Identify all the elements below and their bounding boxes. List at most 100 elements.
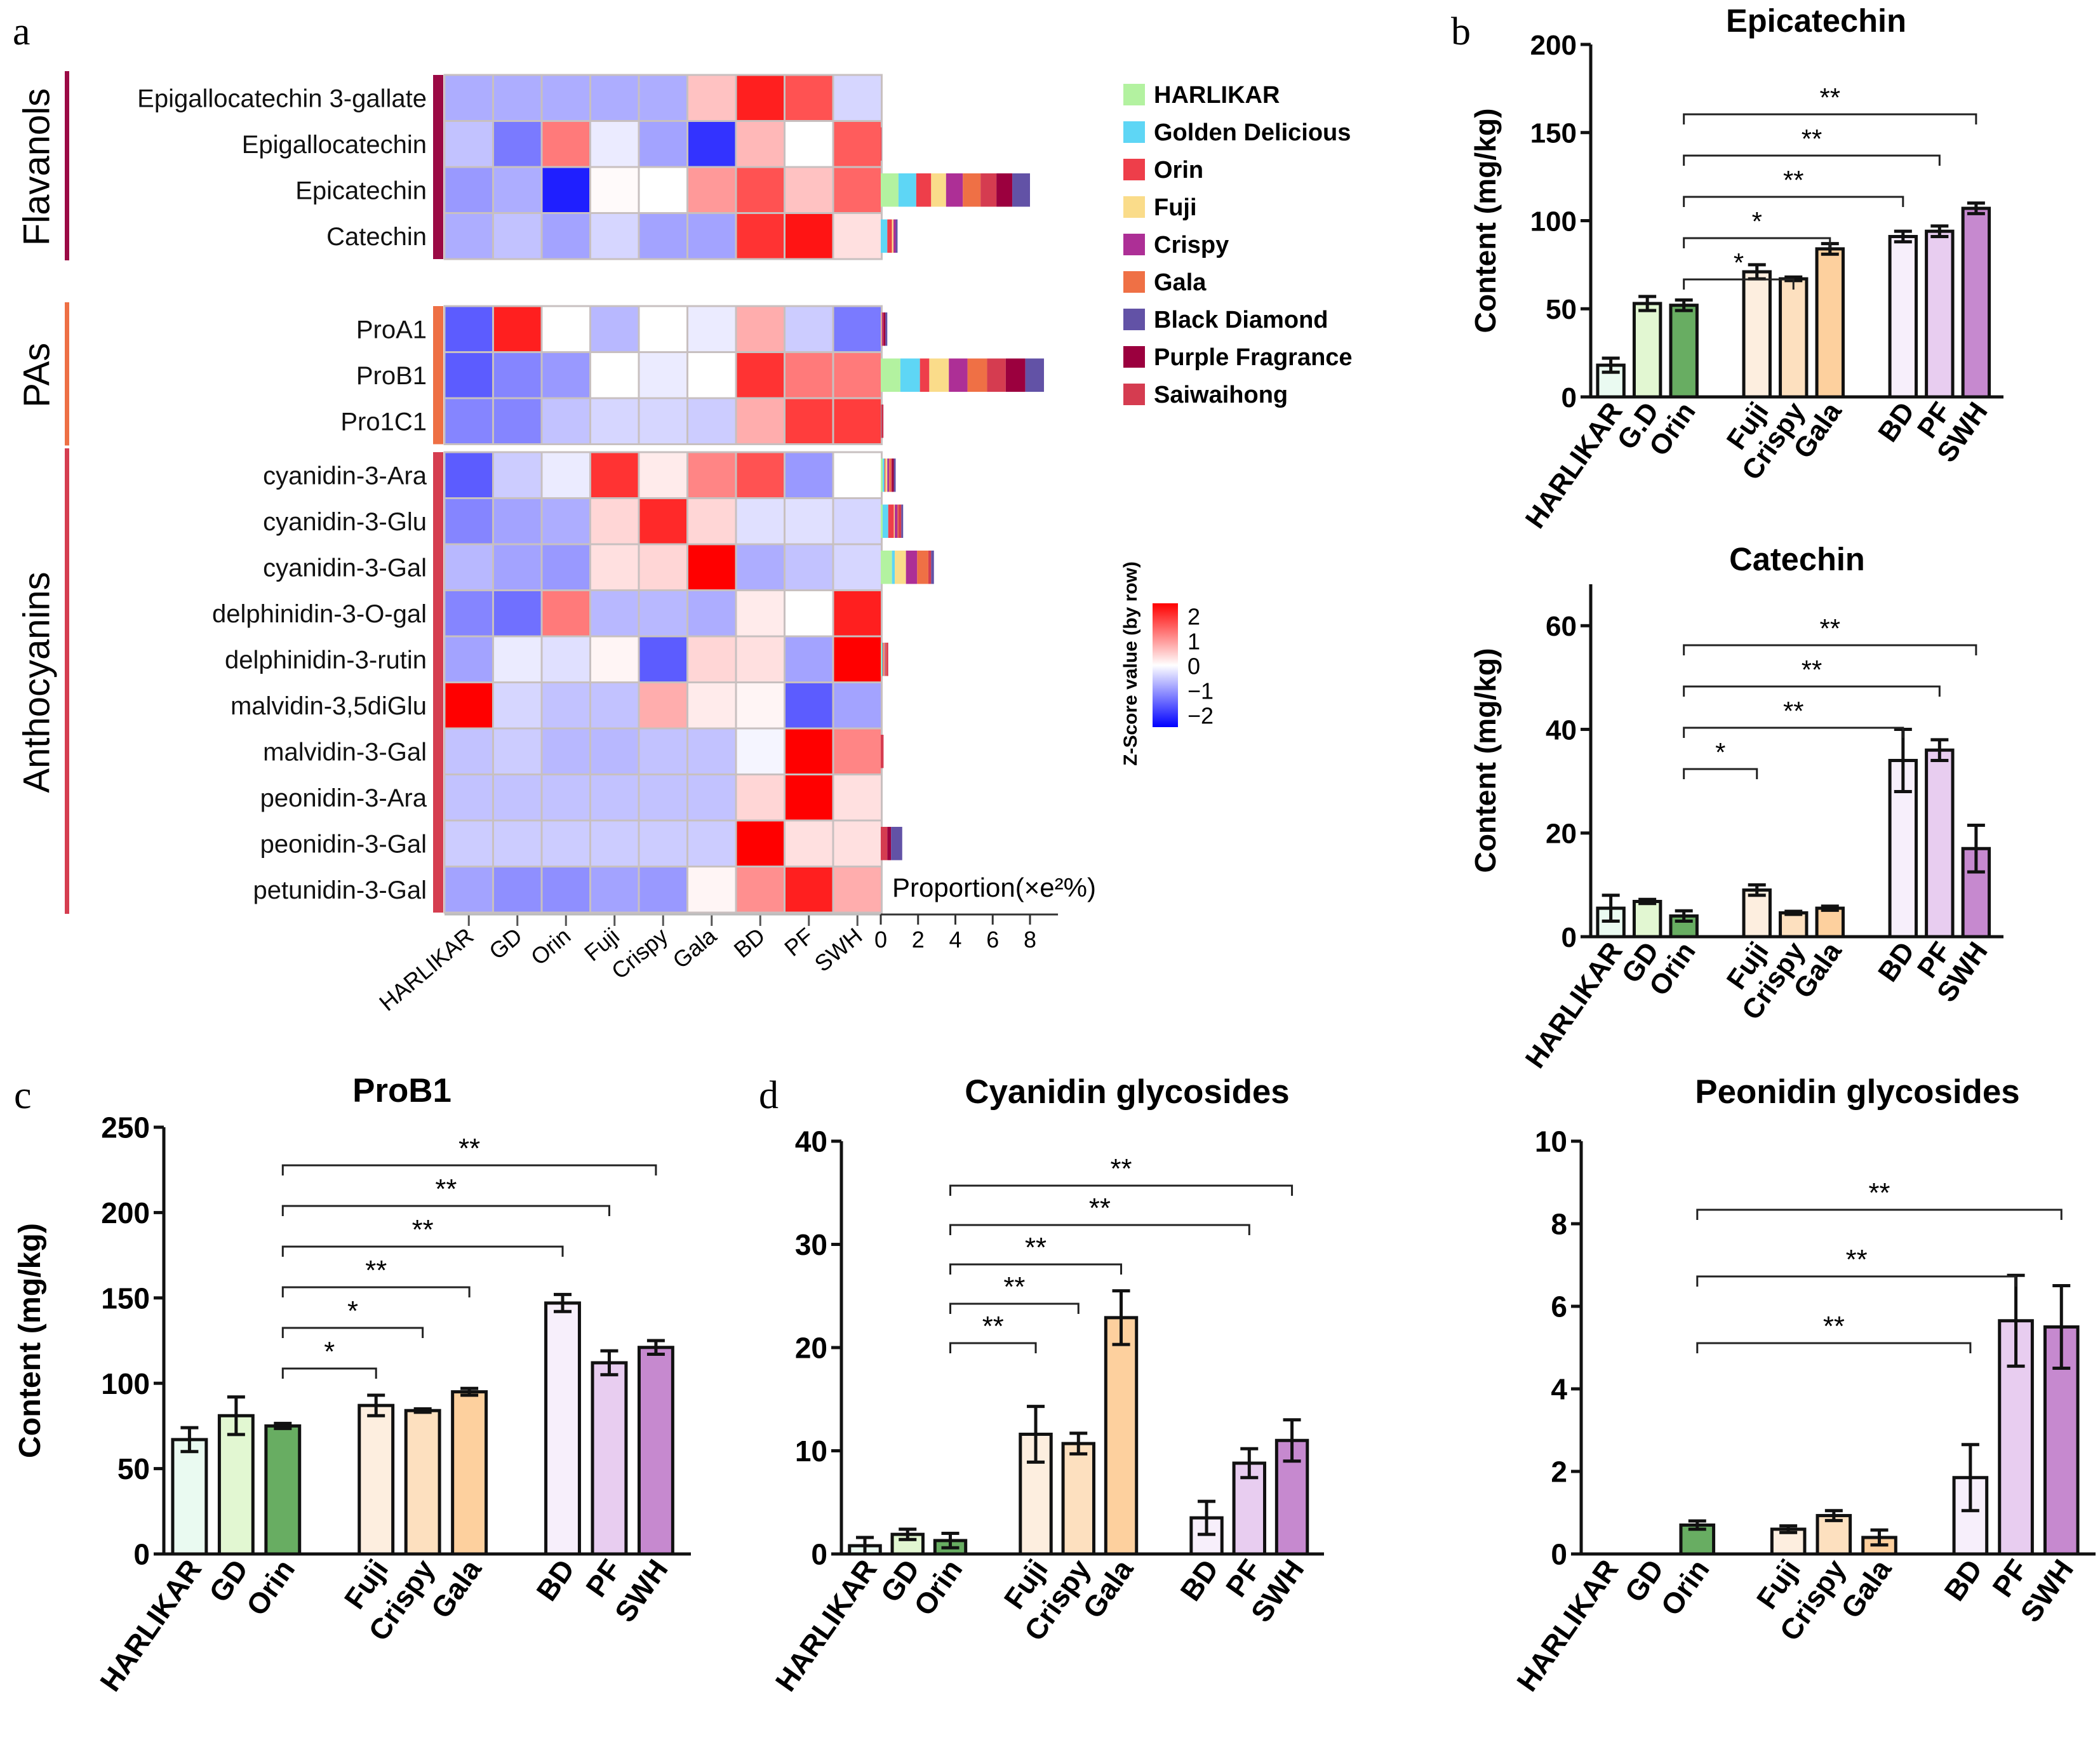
y-tick-label: 50 (117, 1452, 150, 1485)
legend-label-saiwaihong: Saiwaihong (1154, 382, 1288, 408)
heatmap-cell (443, 497, 494, 546)
heatmap-cell (735, 120, 786, 168)
proportion-segment (881, 551, 892, 584)
x-tick-label-orin: Orin (526, 923, 575, 970)
heatmap-cell (443, 866, 494, 914)
heatmap-cell (492, 866, 543, 914)
heatmap-cell (686, 589, 737, 638)
heatmap-cell (832, 166, 883, 214)
heatmap-cell (784, 212, 834, 260)
heatmap-cell (638, 681, 688, 730)
bar-crispy (1061, 1442, 1095, 1556)
proportion-segment (892, 551, 895, 584)
y-tick-label: 0 (133, 1538, 150, 1571)
bar-gala (451, 1390, 488, 1556)
heatmap-cell (540, 866, 591, 914)
heatmap-cell (686, 819, 737, 867)
heatmap-cell (735, 681, 786, 730)
y-axis-label: Content (mg/kg) (1469, 108, 1502, 333)
heatmap-cell (686, 635, 737, 683)
row-label: cyanidin-3-Glu (263, 508, 427, 536)
bar-swh (637, 1346, 674, 1556)
legend-swatch-fuji (1123, 196, 1145, 218)
y-tick-label: 4 (1551, 1373, 1567, 1406)
heatmap-cell (492, 351, 543, 399)
proportion-segment (882, 504, 888, 538)
heatmap-cell (638, 397, 688, 445)
legend-label-purple-fragrance: Purple Fragrance (1154, 344, 1353, 371)
heatmap-cell (784, 451, 834, 499)
legend-swatch-saiwaihong (1123, 384, 1145, 405)
heatmap-cell (492, 212, 543, 260)
significance-label: ** (982, 1311, 1004, 1342)
significance-label: * (347, 1296, 358, 1327)
heatmap-cell (832, 497, 883, 546)
row-label: Pro1C1 (340, 408, 427, 436)
x-tick-label-bd: BD (1937, 1553, 1989, 1607)
y-tick-label: 10 (795, 1435, 827, 1468)
proportion-segment (949, 358, 968, 392)
heatmap-cell (784, 74, 834, 122)
x-tick-label-crispy: Crispy (606, 923, 673, 984)
legend-swatch-crispy (1123, 234, 1145, 255)
heatmap-cell (443, 727, 494, 775)
heatmap-cell (735, 305, 786, 353)
colorbar-tick-label: 1 (1187, 629, 1200, 655)
legend-label-black-diamond: Black Diamond (1154, 307, 1328, 333)
proportion-segment (891, 827, 902, 860)
bar-crispy (1779, 277, 1809, 399)
heatmap-cell (443, 351, 494, 399)
heatmap-cell (492, 635, 543, 683)
row-label: Epigallocatechin 3-gallate (137, 84, 427, 112)
significance-bracket (281, 1164, 657, 1175)
proportion-segment (931, 173, 946, 207)
significance-bracket (949, 1224, 1250, 1235)
y-tick-label: 0 (1551, 1538, 1567, 1571)
peonidin-glycosides-chart: Peonidin glycosides0246810HARLIKARGDOrin… (1510, 1073, 2096, 1697)
heatmap-cell (784, 635, 834, 683)
proportion-segment (885, 643, 886, 676)
chart-title: Catechin (1729, 541, 1865, 577)
heatmap-cell (832, 681, 883, 730)
proportion-segment (1012, 173, 1030, 207)
y-tick-label: 2 (1551, 1456, 1567, 1489)
heatmap-cell (735, 212, 786, 260)
x-tick-label-gala: Gala (1835, 1553, 1898, 1624)
x-tick-label-swh: SWH (2014, 1553, 2080, 1628)
row-label: Epigallocatechin (242, 131, 427, 159)
heatmap-cell (832, 74, 883, 122)
x-tick-label-swh: SWH (810, 923, 867, 977)
heatmap-cell (443, 397, 494, 445)
heatmap-cell (638, 451, 688, 499)
significance-bracket (1683, 278, 1795, 290)
x-tick-label-gd: GD (484, 923, 527, 965)
heatmap-cell (589, 819, 640, 867)
x-tick-label-gala: Gala (667, 922, 721, 974)
proportion-segment (881, 405, 883, 438)
heatmap-cell (784, 543, 834, 591)
significance-bracket (1683, 237, 1831, 248)
row-label: cyanidin-3-Gal (263, 554, 427, 582)
significance-label: ** (1783, 696, 1804, 726)
colorbar-tick-label: −2 (1187, 703, 1214, 729)
significance-label: ** (1089, 1193, 1111, 1224)
row-label: peonidin-3-Ara (260, 784, 427, 812)
heatmap-cell (638, 166, 688, 214)
bar-harlikar (171, 1438, 208, 1556)
heatmap-cell (735, 635, 786, 683)
proportion-segment (881, 312, 883, 346)
legend-swatch-black-diamond (1123, 309, 1145, 330)
x-tick-label-bd: BD (530, 1553, 581, 1607)
row-label: ProB1 (356, 362, 427, 390)
y-tick-label: 0 (1562, 922, 1577, 953)
legend-swatch-purple-fragrance (1123, 346, 1145, 368)
legend-swatch-gala (1123, 271, 1145, 293)
zscore-colorbar: 210−1−2 Z-Score value (by row) (1120, 561, 1214, 766)
heatmap-cell (686, 120, 737, 168)
significance-label: ** (1823, 1311, 1845, 1342)
y-tick-label: 6 (1551, 1290, 1567, 1323)
y-tick-label: 30 (795, 1228, 827, 1261)
proportion-segment (881, 459, 883, 492)
heatmap-cell (589, 589, 640, 638)
significance-label: ** (1111, 1153, 1132, 1184)
